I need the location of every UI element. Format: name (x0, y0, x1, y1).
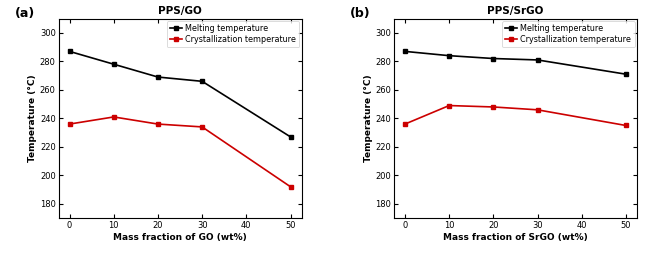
Melting temperature (622, 73, 630, 76)
Y-axis label: Temperature (°C): Temperature (°C) (28, 74, 37, 162)
Text: (b): (b) (350, 7, 370, 20)
Line: Crystallization temperature: Crystallization temperature (402, 103, 629, 128)
Crystallization temperature (401, 122, 409, 126)
Melting temperature (534, 58, 541, 61)
Crystallization temperature (154, 122, 162, 126)
Melting temperature (445, 54, 453, 57)
Y-axis label: Temperature (°C): Temperature (°C) (363, 74, 372, 162)
Crystallization temperature (66, 122, 73, 126)
Melting temperature (66, 50, 73, 53)
Melting temperature (287, 135, 294, 139)
Line: Melting temperature: Melting temperature (402, 49, 629, 77)
X-axis label: Mass fraction of SrGO (wt%): Mass fraction of SrGO (wt%) (443, 233, 588, 242)
Melting temperature (110, 63, 118, 66)
Line: Melting temperature: Melting temperature (67, 49, 293, 139)
Crystallization temperature (445, 104, 453, 107)
Crystallization temperature (489, 105, 497, 109)
Legend: Melting temperature, Crystallization temperature: Melting temperature, Crystallization tem… (166, 21, 299, 48)
Crystallization temperature (622, 124, 630, 127)
X-axis label: Mass fraction of GO (wt%): Mass fraction of GO (wt%) (113, 233, 247, 242)
Text: (a): (a) (15, 7, 35, 20)
Line: Crystallization temperature: Crystallization temperature (67, 115, 293, 189)
Crystallization temperature (287, 185, 294, 188)
Melting temperature (198, 80, 206, 83)
Melting temperature (401, 50, 409, 53)
Title: PPS/GO: PPS/GO (158, 6, 202, 16)
Crystallization temperature (198, 125, 206, 128)
Melting temperature (154, 76, 162, 79)
Legend: Melting temperature, Crystallization temperature: Melting temperature, Crystallization tem… (502, 21, 634, 48)
Crystallization temperature (110, 115, 118, 119)
Crystallization temperature (534, 108, 541, 111)
Melting temperature (489, 57, 497, 60)
Title: PPS/SrGO: PPS/SrGO (488, 6, 543, 16)
